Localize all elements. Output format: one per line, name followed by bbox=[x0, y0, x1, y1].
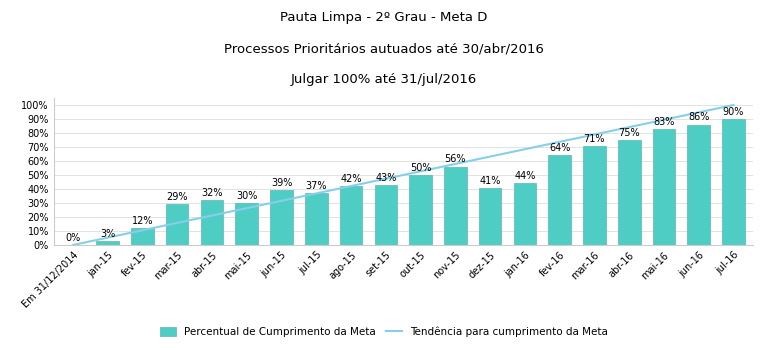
Text: 12%: 12% bbox=[131, 216, 153, 226]
Text: 50%: 50% bbox=[410, 163, 432, 173]
Bar bbox=[375, 185, 397, 245]
Bar bbox=[236, 203, 258, 245]
Text: 39%: 39% bbox=[271, 178, 292, 188]
Text: 44%: 44% bbox=[515, 171, 535, 181]
Bar bbox=[96, 241, 119, 245]
Bar bbox=[548, 155, 571, 245]
Bar bbox=[131, 228, 154, 245]
Text: 56%: 56% bbox=[445, 154, 466, 164]
Text: 43%: 43% bbox=[375, 173, 396, 183]
Bar bbox=[270, 190, 293, 245]
Bar bbox=[166, 204, 188, 245]
Bar bbox=[514, 183, 536, 245]
Text: 30%: 30% bbox=[236, 191, 257, 201]
Text: Julgar 100% até 31/jul/2016: Julgar 100% até 31/jul/2016 bbox=[291, 74, 477, 86]
Bar bbox=[409, 175, 432, 245]
Bar bbox=[653, 129, 675, 245]
Text: Processos Prioritários autuados até 30/abr/2016: Processos Prioritários autuados até 30/a… bbox=[224, 42, 544, 55]
Text: 32%: 32% bbox=[201, 188, 223, 198]
Bar bbox=[444, 167, 467, 245]
Text: 29%: 29% bbox=[167, 192, 188, 202]
Text: 83%: 83% bbox=[654, 117, 674, 127]
Text: 0%: 0% bbox=[65, 233, 81, 243]
Bar bbox=[722, 119, 745, 245]
Text: 37%: 37% bbox=[306, 181, 327, 191]
Bar bbox=[339, 186, 362, 245]
Legend: Percentual de Cumprimento da Meta, Tendência para cumprimento da Meta: Percentual de Cumprimento da Meta, Tendê… bbox=[156, 322, 612, 341]
Text: 42%: 42% bbox=[340, 174, 362, 184]
Bar bbox=[478, 188, 502, 245]
Text: 3%: 3% bbox=[100, 229, 115, 239]
Text: 75%: 75% bbox=[618, 128, 640, 138]
Bar bbox=[618, 140, 641, 245]
Text: 64%: 64% bbox=[549, 143, 571, 153]
Text: 41%: 41% bbox=[479, 175, 501, 186]
Bar bbox=[200, 200, 223, 245]
Bar bbox=[583, 146, 606, 245]
Text: 71%: 71% bbox=[584, 133, 605, 143]
Bar bbox=[305, 193, 328, 245]
Text: Pauta Limpa - 2º Grau - Meta D: Pauta Limpa - 2º Grau - Meta D bbox=[280, 10, 488, 23]
Text: 86%: 86% bbox=[688, 112, 710, 122]
Bar bbox=[687, 125, 710, 245]
Text: 90%: 90% bbox=[723, 107, 744, 117]
